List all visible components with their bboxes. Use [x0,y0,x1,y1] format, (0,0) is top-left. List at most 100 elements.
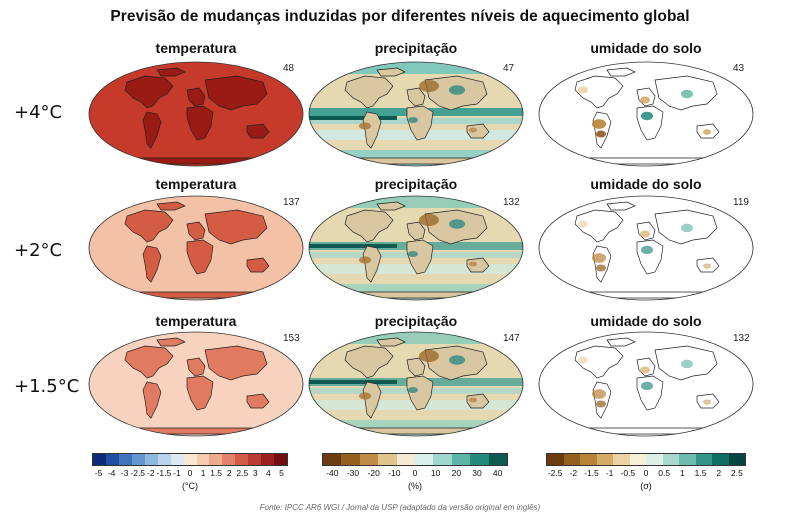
colorbar-swatch [323,454,342,465]
colorbar-unit: (%) [408,481,422,491]
soil-moisture-anomaly [641,111,653,121]
precip-anomaly [419,214,439,226]
colorbar-tick-label: 30 [472,468,482,478]
colorbar-tick-label: -0.5 [620,468,636,478]
world-map-temperatura [87,60,305,168]
itcz-band [309,244,397,248]
continent-outline [246,123,270,139]
colorbar-swatch [93,454,106,465]
map-border [308,331,524,437]
colorbar [546,453,746,466]
colorbar-tick-label: 2.5 [730,468,743,478]
continent-outline [142,381,162,419]
world-map-umidade-do-solo [537,60,755,168]
colorbar-swatch [396,454,416,465]
soil-moisture-anomaly [596,130,606,138]
colorbar-tick-label: -1.5 [584,468,599,478]
colorbar-swatch [580,454,597,465]
colorbar-unit: (°C) [181,481,199,491]
map-border [538,195,754,301]
map-border [88,195,304,301]
continent-outline [344,345,394,379]
itcz-band [309,116,397,120]
soil-moisture-anomaly [592,119,606,129]
colorbar-tick-label: 0 [187,468,193,478]
colorbar-swatch [235,454,249,465]
continent-outline [344,75,394,109]
map-border [88,331,304,437]
continent-outline [186,221,206,241]
model-count: 48 [283,63,295,74]
colorbar-legend-temperatura: -5 -4 -3 -2.5 -2 -1.5 -1 0 1 1.5 2 2.5 3 4 5 (°C) [92,453,288,491]
model-count: 137 [283,197,300,208]
column-label-precipitacao: precipitação [374,176,458,192]
continent-outline [246,393,270,409]
precip-anomaly [469,127,477,133]
continent-outline [344,209,394,243]
figure-title: Previsão de mudanças induzidas por difer… [110,8,690,25]
precip-anomaly [408,387,418,393]
continent-outline [574,209,624,243]
continent-outline [186,357,206,377]
soil-moisture-anomaly [681,359,693,369]
colorbar-tick-label: -1.5 [156,468,172,478]
soil-moisture-anomaly [592,389,606,399]
world-map-temperatura [87,194,305,302]
colorbar-tick-label: -40 [326,468,339,478]
soil-moisture-anomaly [681,223,693,233]
colorbar-swatch [712,454,729,465]
colorbar-tick-label: 0 [412,468,418,478]
colorbar-tick-label: 1 [679,468,685,478]
soil-moisture-anomaly [578,356,588,364]
continent-outline [376,67,406,77]
continent-outline [124,209,174,243]
colorbar-legend-umidade-do-solo: -2.5 -2 -1.5 -1 -0.5 0 0.5 1 1.5 2 2.5 (σ) [546,453,746,491]
world-map-precipitacao [307,194,525,302]
map-border [538,331,754,437]
world-map-precipitacao [307,330,525,438]
continent-outline [186,105,214,141]
continent-outline [574,75,624,109]
colorbar-tick-label: 5 [279,468,284,478]
continent-outline [156,67,186,77]
continent-outline [156,201,186,211]
colorbar-swatch [170,454,184,465]
precip-anomaly [359,392,371,400]
colorbar-swatch [563,454,580,465]
column-label-umidade-do-solo: umidade do solo [590,176,702,192]
soil-moisture-anomaly [681,89,693,99]
continent-outline [406,105,434,141]
soil-moisture-anomaly [578,86,588,94]
colorbar-swatch [596,454,613,465]
colorbar-tick-label: -30 [346,468,360,478]
colorbar-swatch [470,454,489,465]
colorbar-swatch [547,454,564,465]
column-label-temperatura: temperatura [155,313,237,329]
continent-outline [406,87,426,107]
colorbar-tick-label: -3 [120,468,129,478]
colorbar-tick-label: 2.5 [236,468,249,478]
precip-anomaly [408,117,418,123]
colorbar-swatch [451,454,471,465]
precip-anomaly [419,350,439,362]
world-map-umidade-do-solo [537,330,755,438]
colorbar-tick-label: 0 [643,468,649,478]
soil-moisture-anomaly [703,129,711,135]
column-label-umidade-do-solo: umidade do solo [590,313,702,329]
colorbar-tick-label: -1 [173,468,181,478]
continent-outline [142,245,162,283]
soil-moisture-anomaly [640,366,650,374]
continent-outline [124,345,174,379]
colorbar-tick-label: 20 [451,468,462,478]
continent-outline [376,201,406,211]
colorbar-tick-label: 1 [200,468,206,478]
soil-moisture-anomaly [703,263,711,269]
precip-anomaly [449,219,465,229]
column-label-precipitacao: precipitação [374,40,458,56]
soil-moisture-anomaly [641,245,653,255]
model-count: 153 [283,333,300,344]
soil-moisture-anomaly [641,381,653,391]
soil-moisture-anomaly [640,96,650,104]
model-count: 119 [733,197,749,208]
precip-anomaly [449,85,465,95]
